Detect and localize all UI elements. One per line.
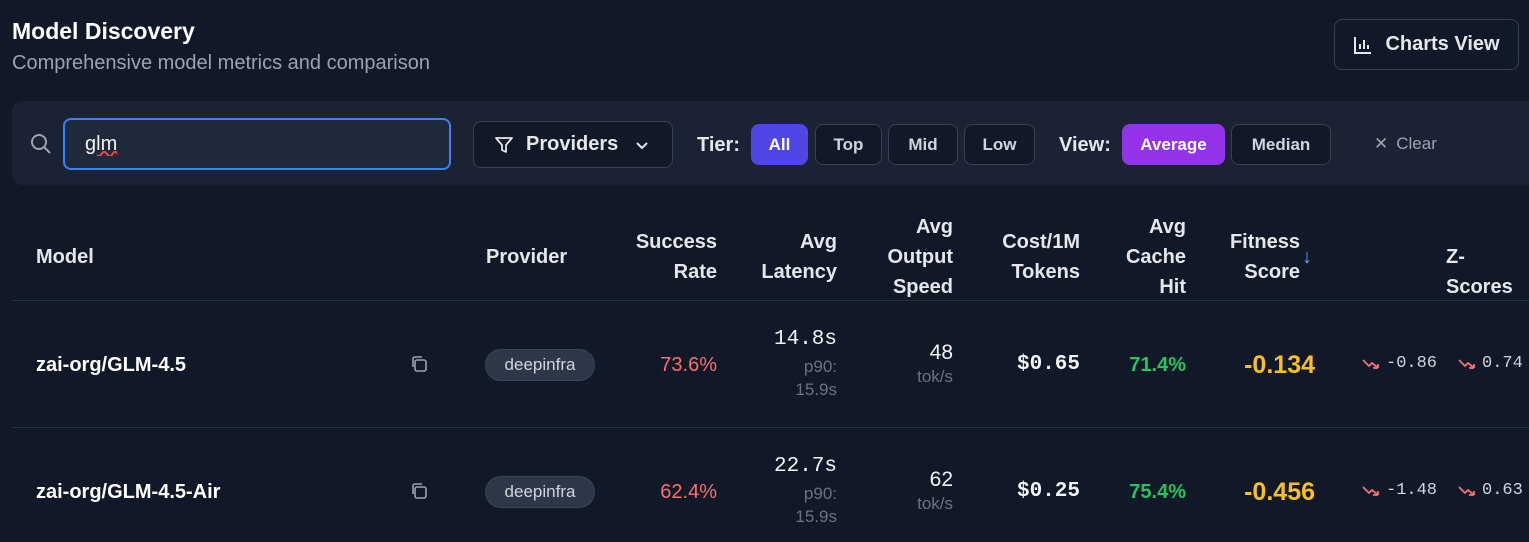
latency-cell: 22.7s p90: 15.9s (740, 455, 837, 528)
cost-value: $0.25 (1016, 480, 1080, 503)
zscore-1: -1.48 (1362, 481, 1437, 500)
tier-mid-button[interactable]: Mid (888, 124, 958, 165)
tier-label: Tier: (697, 134, 740, 156)
close-icon: ✕ (1374, 134, 1389, 153)
header-provider[interactable]: Provider (486, 246, 568, 268)
header-fitness-line1: Fitness (1229, 231, 1300, 253)
clear-button[interactable]: ✕ Clear (1374, 134, 1437, 154)
latency-cell: 14.8s p90: 15.9s (740, 328, 837, 401)
search-input[interactable] (63, 118, 451, 170)
charts-view-label: Charts View (1385, 33, 1500, 55)
header-avg-latency-line2: Latency (761, 261, 837, 283)
page-subtitle: Comprehensive model metrics and comparis… (12, 52, 430, 74)
zscore-1-value: -1.48 (1386, 481, 1438, 500)
header-cost-line2: Tokens (1011, 261, 1080, 283)
speed-unit: tok/s (917, 494, 953, 513)
copy-icon[interactable] (410, 482, 428, 500)
header-cache-hit-line1: Avg (1148, 216, 1186, 238)
trend-down-icon (1362, 358, 1379, 369)
latency-p90-label: p90: (803, 357, 837, 376)
cost-value: $0.65 (1016, 353, 1080, 376)
sort-arrow-icon[interactable]: ↓ (1302, 246, 1312, 268)
row-model-name[interactable]: zai-org/GLM-4.5-Air (36, 481, 221, 503)
fitness-score-value: -0.134 (1244, 351, 1315, 379)
header-success-rate-line1: Success (635, 231, 717, 253)
filter-icon (495, 136, 513, 153)
header-output-speed-line2: Output (887, 246, 953, 268)
tier-low-button[interactable]: Low (964, 124, 1035, 165)
view-label: View: (1059, 134, 1111, 156)
header-cost[interactable]: Cost/1M Tokens (980, 227, 1080, 287)
zscore-2-value: 0.63 (1482, 481, 1523, 500)
header-output-speed-line3: Speed (892, 276, 953, 298)
speed-cell: 48 tok/s (860, 341, 953, 388)
tier-top-button[interactable]: Top (815, 124, 882, 165)
zscore-2-value: 0.74 (1482, 354, 1523, 373)
row-model-name[interactable]: zai-org/GLM-4.5 (36, 354, 187, 376)
bar-chart-icon (1354, 36, 1372, 54)
speed-value: 62 (929, 468, 953, 491)
success-rate-value: 73.6% (660, 354, 717, 376)
header-success-rate-line2: Rate (673, 261, 717, 283)
page-title: Model Discovery (12, 18, 195, 44)
header-avg-latency[interactable]: Avg Latency (740, 227, 837, 287)
trend-down-icon (1362, 485, 1379, 496)
header-avg-latency-line1: Avg (799, 231, 837, 253)
trend-down-icon (1458, 358, 1475, 369)
header-cost-line1: Cost/1M (1002, 231, 1080, 253)
header-cache-hit-line3: Hit (1159, 276, 1186, 298)
clear-label: Clear (1396, 134, 1437, 153)
provider-badge: deepinfra (485, 476, 595, 508)
zscore-1-value: -0.86 (1386, 354, 1438, 373)
chevron-down-icon (636, 141, 648, 149)
providers-label: Providers (526, 133, 619, 155)
cache-hit-value: 71.4% (1129, 354, 1186, 376)
charts-view-button[interactable]: Charts View (1334, 19, 1519, 70)
speed-unit: tok/s (917, 367, 953, 386)
latency-p90-value: 15.9s (795, 380, 837, 399)
success-rate-value: 62.4% (660, 481, 717, 503)
tier-all-button[interactable]: All (751, 124, 808, 165)
header-cache-hit-line2: Cache (1125, 246, 1186, 268)
header-model[interactable]: Model (36, 246, 94, 268)
zscore-2: 0.63 (1458, 481, 1523, 500)
speed-cell: 62 tok/s (860, 468, 953, 515)
view-average-button[interactable]: Average (1122, 124, 1225, 165)
header-fitness-score[interactable]: Fitness Score (1210, 227, 1300, 287)
header-output-speed-line1: Avg (915, 216, 953, 238)
fitness-score-value: -0.456 (1244, 478, 1315, 506)
provider-badge: deepinfra (485, 349, 595, 381)
header-cache-hit[interactable]: Avg Cache Hit (1100, 212, 1186, 302)
search-icon (31, 134, 51, 154)
header-fitness-line2: Score (1244, 261, 1300, 283)
speed-value: 48 (929, 341, 953, 364)
trend-down-icon (1458, 485, 1475, 496)
zscore-2: 0.74 (1458, 354, 1523, 373)
cache-hit-value: 75.4% (1129, 481, 1186, 503)
latency-p90-value: 15.9s (795, 507, 837, 526)
header-zscores[interactable]: Z-Scores (1446, 246, 1513, 298)
header-avg-output-speed[interactable]: Avg Output Speed (860, 212, 953, 302)
providers-dropdown[interactable]: Providers (473, 121, 673, 168)
latency-value: 14.8s (773, 328, 837, 351)
copy-icon[interactable] (410, 355, 428, 373)
zscore-1: -0.86 (1362, 354, 1437, 373)
latency-p90-label: p90: (803, 484, 837, 503)
header-divider (12, 300, 1529, 301)
latency-value: 22.7s (773, 455, 837, 478)
view-median-button[interactable]: Median (1231, 124, 1331, 165)
header-success-rate[interactable]: Success Rate (600, 227, 717, 287)
row-divider (12, 427, 1529, 428)
